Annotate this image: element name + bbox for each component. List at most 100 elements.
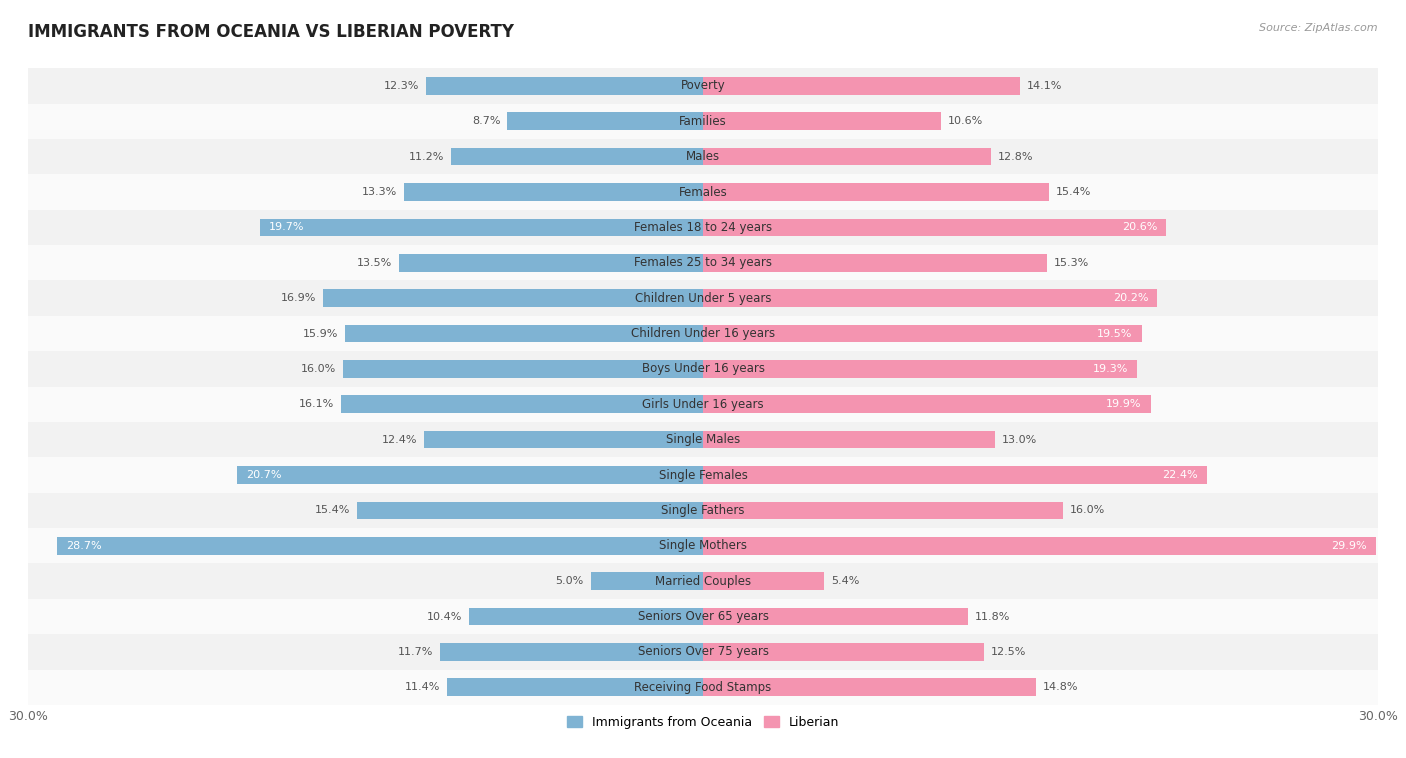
Bar (451, 148, 703, 165)
Bar (447, 678, 703, 696)
Text: Single Males: Single Males (666, 433, 740, 446)
Text: 11.8%: 11.8% (976, 612, 1011, 622)
Bar (28, 422, 1378, 457)
Text: Receiving Food Stamps: Receiving Food Stamps (634, 681, 772, 694)
Text: 12.3%: 12.3% (384, 81, 419, 91)
Text: 16.1%: 16.1% (299, 399, 335, 409)
Text: 14.1%: 14.1% (1026, 81, 1063, 91)
Text: Poverty: Poverty (681, 80, 725, 92)
Text: 28.7%: 28.7% (66, 540, 103, 551)
Text: 12.5%: 12.5% (991, 647, 1026, 657)
Bar (703, 572, 824, 590)
Bar (343, 360, 703, 377)
Bar (28, 457, 1378, 493)
Text: 8.7%: 8.7% (472, 116, 501, 127)
Bar (703, 148, 991, 165)
Text: 12.8%: 12.8% (998, 152, 1033, 161)
Text: Females: Females (679, 186, 727, 199)
Bar (28, 387, 1378, 422)
Bar (238, 466, 703, 484)
Bar (323, 290, 703, 307)
Text: Single Females: Single Females (658, 468, 748, 481)
Bar (28, 316, 1378, 351)
Bar (340, 396, 703, 413)
Text: 19.7%: 19.7% (269, 222, 304, 233)
Bar (703, 183, 1049, 201)
Bar (703, 112, 942, 130)
Bar (703, 324, 1142, 343)
Text: Females 25 to 34 years: Females 25 to 34 years (634, 256, 772, 269)
Text: Children Under 16 years: Children Under 16 years (631, 327, 775, 340)
Text: Girls Under 16 years: Girls Under 16 years (643, 398, 763, 411)
Text: 16.0%: 16.0% (1070, 506, 1105, 515)
Bar (28, 563, 1378, 599)
Text: Source: ZipAtlas.com: Source: ZipAtlas.com (1260, 23, 1378, 33)
Bar (470, 608, 703, 625)
Bar (703, 431, 995, 449)
Text: Seniors Over 75 years: Seniors Over 75 years (637, 645, 769, 659)
Text: 20.7%: 20.7% (246, 470, 281, 480)
Bar (508, 112, 703, 130)
Text: 29.9%: 29.9% (1331, 540, 1367, 551)
Text: 13.0%: 13.0% (1002, 434, 1038, 445)
Text: 5.4%: 5.4% (831, 576, 859, 586)
Text: 20.2%: 20.2% (1114, 293, 1149, 303)
Bar (28, 68, 1378, 104)
Text: Males: Males (686, 150, 720, 163)
Text: 11.7%: 11.7% (398, 647, 433, 657)
Text: 16.0%: 16.0% (301, 364, 336, 374)
Text: 22.4%: 22.4% (1163, 470, 1198, 480)
Bar (703, 254, 1047, 271)
Bar (346, 324, 703, 343)
Text: 15.4%: 15.4% (1056, 187, 1091, 197)
Text: Single Fathers: Single Fathers (661, 504, 745, 517)
Text: Females 18 to 24 years: Females 18 to 24 years (634, 221, 772, 234)
Text: 19.9%: 19.9% (1107, 399, 1142, 409)
Bar (703, 643, 984, 661)
Bar (703, 608, 969, 625)
Text: Children Under 5 years: Children Under 5 years (634, 292, 772, 305)
Text: Seniors Over 65 years: Seniors Over 65 years (637, 610, 769, 623)
Text: 19.3%: 19.3% (1092, 364, 1128, 374)
Text: 14.8%: 14.8% (1043, 682, 1078, 692)
Bar (703, 360, 1137, 377)
Bar (703, 466, 1206, 484)
Bar (28, 280, 1378, 316)
Text: Boys Under 16 years: Boys Under 16 years (641, 362, 765, 375)
Text: Married Couples: Married Couples (655, 575, 751, 587)
Text: 12.4%: 12.4% (382, 434, 418, 445)
Bar (404, 183, 703, 201)
Bar (28, 174, 1378, 210)
Bar (28, 245, 1378, 280)
Bar (28, 351, 1378, 387)
Text: 15.3%: 15.3% (1054, 258, 1090, 268)
Text: 19.5%: 19.5% (1097, 328, 1133, 339)
Text: 15.4%: 15.4% (315, 506, 350, 515)
Bar (28, 634, 1378, 669)
Text: 11.2%: 11.2% (409, 152, 444, 161)
Bar (703, 218, 1167, 236)
Bar (399, 254, 703, 271)
Bar (703, 396, 1150, 413)
Text: 20.6%: 20.6% (1122, 222, 1157, 233)
Bar (703, 678, 1036, 696)
Text: Single Mothers: Single Mothers (659, 539, 747, 553)
Bar (28, 210, 1378, 245)
Bar (440, 643, 703, 661)
Bar (357, 502, 703, 519)
Text: 10.6%: 10.6% (948, 116, 983, 127)
Text: 15.9%: 15.9% (304, 328, 339, 339)
Bar (703, 77, 1021, 95)
Bar (28, 104, 1378, 139)
Bar (28, 528, 1378, 563)
Bar (703, 502, 1063, 519)
Bar (591, 572, 703, 590)
Text: 16.9%: 16.9% (281, 293, 316, 303)
Bar (58, 537, 703, 555)
Text: IMMIGRANTS FROM OCEANIA VS LIBERIAN POVERTY: IMMIGRANTS FROM OCEANIA VS LIBERIAN POVE… (28, 23, 515, 41)
Bar (703, 537, 1375, 555)
Legend: Immigrants from Oceania, Liberian: Immigrants from Oceania, Liberian (561, 711, 845, 734)
Bar (426, 77, 703, 95)
Bar (260, 218, 703, 236)
Text: 5.0%: 5.0% (555, 576, 583, 586)
